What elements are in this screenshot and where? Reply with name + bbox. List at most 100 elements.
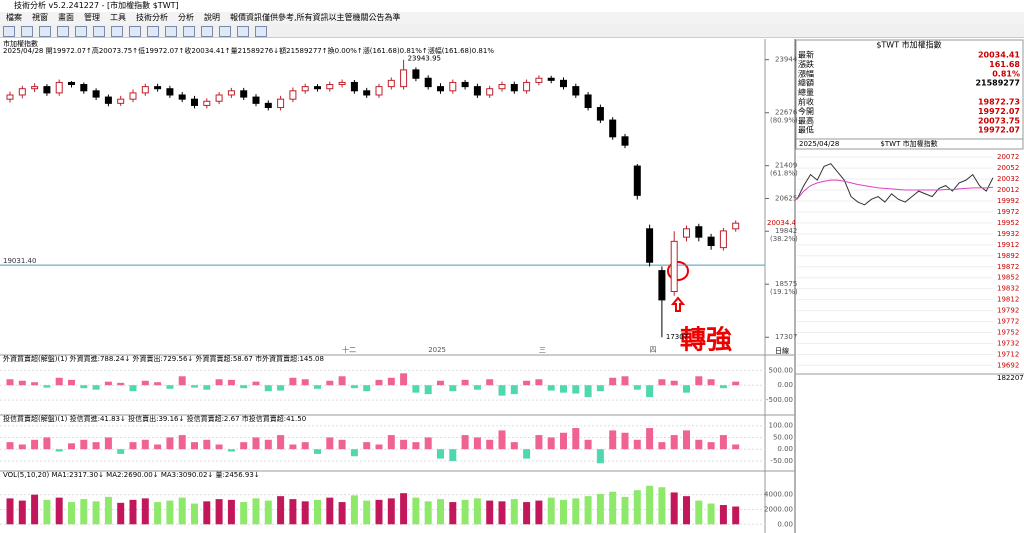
- bar: [104, 496, 112, 525]
- tool-button[interactable]: [237, 26, 249, 37]
- candle-body: [129, 92, 137, 100]
- volume-label: 182207: [997, 374, 1024, 382]
- tool-button[interactable]: [129, 26, 141, 37]
- menu[interactable]: 視窗: [32, 13, 48, 22]
- y-tick-label: 19842: [775, 227, 797, 235]
- bar: [215, 379, 223, 386]
- menu[interactable]: 技術分析: [136, 13, 168, 22]
- bar: [596, 493, 604, 525]
- y-tick-label: 20032: [997, 175, 1019, 183]
- tool-button[interactable]: [147, 26, 159, 37]
- fib-label: (19.1%): [770, 288, 798, 296]
- quote-value: 161.68: [989, 60, 1020, 69]
- y-tick-label: 19712: [997, 350, 1019, 358]
- bar: [609, 377, 617, 386]
- bar: [363, 442, 371, 450]
- bar: [621, 432, 629, 450]
- bar: [80, 499, 88, 525]
- y-tick-label: 19812: [997, 296, 1019, 304]
- toolbar: [0, 24, 1024, 38]
- tool-button[interactable]: [201, 26, 213, 37]
- y-tick-label: 19792: [997, 307, 1019, 315]
- tool-button[interactable]: [219, 26, 231, 37]
- bar: [166, 385, 174, 389]
- bar: [695, 376, 703, 386]
- tool-button[interactable]: [75, 26, 87, 37]
- menu[interactable]: 管理: [84, 13, 100, 22]
- y-tick-label: 4000.00: [764, 491, 793, 499]
- candle-body: [80, 84, 88, 92]
- tool-button[interactable]: [93, 26, 105, 37]
- bar: [572, 385, 580, 394]
- y-tick-label: 21409: [775, 162, 797, 170]
- bar: [227, 449, 235, 452]
- candle-body: [203, 100, 211, 106]
- bar: [437, 449, 444, 459]
- bar: [424, 437, 432, 450]
- bar: [707, 379, 715, 386]
- candle-body: [191, 98, 198, 106]
- tool-button[interactable]: [39, 26, 51, 37]
- menu[interactable]: 畫面: [58, 13, 74, 22]
- bar: [240, 442, 248, 450]
- y-tick-label: 0.00: [777, 445, 793, 453]
- bar: [154, 444, 162, 450]
- candle-body: [117, 98, 125, 104]
- candle-body: [646, 228, 654, 263]
- tool-button[interactable]: [255, 26, 267, 37]
- tool-button[interactable]: [165, 26, 177, 37]
- x-tick-label: 三: [539, 346, 546, 354]
- bar: [141, 498, 149, 525]
- menu[interactable]: 檔案: [6, 13, 22, 22]
- tool-button[interactable]: [183, 26, 195, 37]
- y-tick-label: 19892: [997, 252, 1019, 260]
- bar: [18, 500, 26, 525]
- menu[interactable]: 說明: [204, 13, 220, 22]
- ohlc-header: 2025/04/28 開19972.07↑高20073.75↑低19972.07…: [3, 46, 494, 55]
- tool-button[interactable]: [111, 26, 123, 37]
- menu[interactable]: 分析: [178, 13, 194, 22]
- bar: [141, 380, 149, 386]
- y-tick-label: 19852: [997, 274, 1019, 282]
- bar: [683, 430, 690, 450]
- bar: [92, 442, 100, 450]
- y-tick-label: 19832: [997, 285, 1019, 293]
- quote-value: 19972.07: [978, 126, 1020, 135]
- bar: [178, 497, 186, 525]
- bar: [154, 502, 162, 525]
- bar: [6, 379, 14, 386]
- y-tick-label: 100.00: [769, 422, 794, 430]
- bar: [486, 500, 494, 525]
- menu[interactable]: 工具: [110, 13, 126, 22]
- bar: [461, 379, 469, 386]
- candle-body: [535, 77, 543, 83]
- bar: [350, 495, 358, 525]
- bar: [572, 428, 580, 450]
- bar: [400, 493, 408, 525]
- bar: [449, 385, 457, 392]
- bar: [658, 442, 666, 450]
- tool-button[interactable]: [21, 26, 33, 37]
- bar: [227, 379, 235, 386]
- bar: [92, 501, 100, 525]
- candle-body: [18, 88, 26, 96]
- bar: [6, 498, 14, 525]
- bar: [424, 385, 432, 395]
- tool-button[interactable]: [57, 26, 69, 37]
- bar: [203, 501, 211, 525]
- bar: [510, 499, 518, 525]
- annotation: 轉強: [680, 325, 732, 356]
- highlight-circle: [667, 261, 689, 281]
- bar: [695, 500, 703, 525]
- candle-body: [68, 81, 75, 86]
- candle-body: [486, 88, 494, 96]
- y-tick-label: 20625: [775, 194, 797, 202]
- candle-body: [707, 236, 715, 247]
- tool-button[interactable]: [3, 26, 15, 37]
- candle-body: [154, 86, 162, 90]
- candle-body: [178, 94, 186, 100]
- fib-label: (80.9%): [770, 117, 798, 125]
- candle-body: [510, 84, 518, 92]
